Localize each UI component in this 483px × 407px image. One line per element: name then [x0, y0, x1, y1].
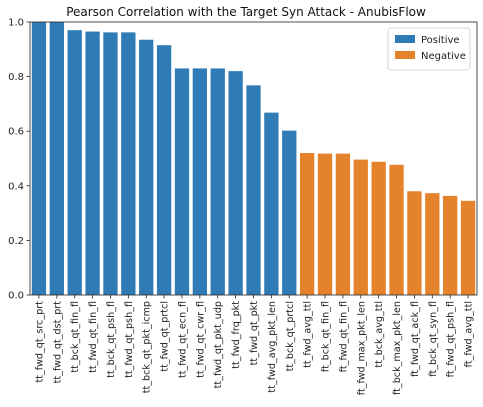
y-tick-label: 0.0: [8, 291, 24, 302]
legend-swatch: [395, 35, 415, 43]
x-tick-label: tt_fwd_qt_dst_prt: [52, 301, 63, 384]
x-tick-label: ft_bck_qt_fin_fl: [321, 301, 332, 372]
bar: [371, 161, 386, 295]
bar: [139, 39, 154, 295]
x-tick-label: tt_bck_avg_ttl: [374, 301, 385, 368]
bar: [246, 85, 261, 295]
bar: [85, 31, 100, 296]
bar: [425, 193, 440, 295]
x-tick-label: tt_fwd_qt_ecn_fl: [177, 301, 188, 378]
bar: [460, 200, 476, 295]
x-tick-label: ft_fwd_qt_psh_fl: [446, 301, 457, 377]
y-tick-label: 1.0: [8, 18, 24, 29]
x-tick-label: tt_fwd_qt_cwr_fl: [195, 301, 206, 378]
x-tick-label: tt_fwd_qt_prtcl: [160, 301, 171, 372]
y-tick-label: 0.6: [8, 127, 24, 138]
chart-title: Pearson Correlation with the Target Syn …: [66, 5, 426, 19]
bar: [353, 159, 368, 295]
legend-label: Positive: [421, 35, 460, 46]
x-tick-label: tt_fwd_qt_src_prt: [34, 301, 45, 383]
bar: [49, 22, 64, 295]
y-tick-label: 0.8: [8, 72, 24, 83]
bar: [192, 68, 208, 295]
bar: [228, 71, 243, 295]
bar: [443, 195, 458, 295]
x-tick-label: tt_fwd_qt_pkt: [249, 301, 260, 366]
bar: [174, 68, 190, 295]
bar: [121, 32, 136, 296]
x-tick-label: tt_bck_qt_fin_fl: [70, 301, 81, 373]
bar: [317, 153, 333, 295]
x-tick-label: tt_fwd_qt_pkt_udp: [213, 301, 224, 388]
x-tick-label: tt_fwd_avg_pkt_len: [267, 301, 278, 393]
x-tick-label: ft_bck_max_pkt_len: [392, 301, 403, 395]
bar: [103, 32, 118, 296]
x-tick-label: ft_fwd_qt_fin_fl: [338, 301, 349, 372]
bar: [335, 153, 351, 295]
y-tick-label: 0.2: [8, 236, 24, 247]
x-tick-label: tt_fwd_frq_pkt: [231, 301, 242, 369]
legend-swatch: [395, 51, 415, 59]
x-tick-label: ft_fwd_qt_ack_fl: [410, 301, 421, 377]
plot-frame: [29, 21, 478, 296]
bar: [31, 22, 47, 295]
x-tick-label: tt_bck_qt_prtcl: [285, 301, 296, 371]
plot-area: tt_fwd_qt_src_prt tt_fwd_qt_dst_prt tt_bck…: [8, 18, 478, 395]
x-tick-label: tt_fwd_qt_fin_fl: [88, 301, 99, 373]
bar: [210, 68, 225, 295]
bar: [156, 45, 172, 296]
bar: [389, 164, 404, 295]
bar: [299, 153, 315, 295]
x-tick-label: tt_fwd_qt_psh_fl: [124, 301, 135, 378]
x-tick-label: tt_fwd_avg_ttl: [303, 301, 314, 368]
bar: [67, 30, 82, 295]
y-tick-label: 0.4: [8, 181, 24, 192]
x-tick-label: tt_bck_qt_psh_fl: [106, 301, 117, 378]
bar: [264, 112, 279, 295]
x-tick-label: tt_bck_qt_pkt_icmp: [142, 301, 153, 393]
bar: [282, 130, 297, 295]
x-tick-label: ft_bck_qt_syn_fl: [428, 301, 439, 377]
x-tick-label: ft_fwd_avg_ttl: [464, 301, 475, 367]
x-tick-label: ft_fwd_max_pkt_len: [356, 301, 367, 395]
bar: [407, 191, 422, 295]
legend-label: Negative: [421, 51, 466, 62]
